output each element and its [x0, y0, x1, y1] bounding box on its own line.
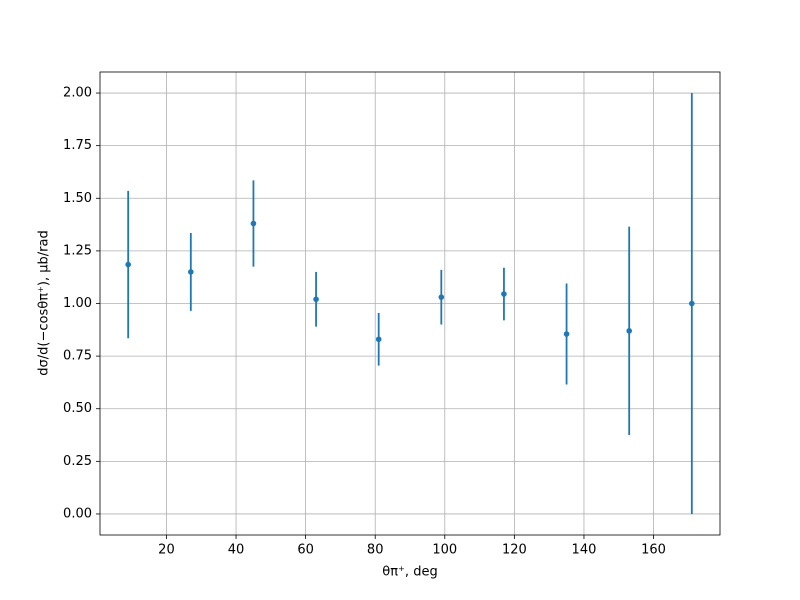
y-tick-label: 1.25: [63, 243, 92, 258]
y-tick-label: 2.00: [63, 86, 92, 101]
y-tick-label: 0.25: [63, 454, 92, 469]
x-tick-label: 160: [641, 543, 666, 558]
data-point: [438, 294, 445, 300]
data-point: [188, 269, 194, 275]
y-tick-label: 0.75: [63, 349, 92, 364]
x-tick-label: 40: [228, 543, 245, 558]
marks-layer: [125, 93, 695, 514]
y-tick-label: 1.50: [63, 191, 92, 206]
x-tick-label: 120: [502, 543, 527, 558]
x-tick-label: 100: [432, 543, 457, 558]
y-tick-label: 0.00: [63, 506, 92, 521]
data-point: [313, 296, 319, 303]
data-point: [563, 331, 570, 337]
data-point: [375, 336, 382, 343]
data-point: [689, 300, 695, 307]
x-tick-label: 140: [572, 543, 597, 558]
y-axis-label: dσ/d(−cosθπ⁺), μb/rad: [37, 230, 52, 375]
x-axis-label: θπ⁺, deg: [382, 565, 437, 580]
y-tick-label: 1.75: [63, 138, 92, 153]
data-point: [626, 328, 632, 334]
x-tick-label: 60: [297, 543, 314, 558]
data-point: [501, 291, 507, 297]
data-point: [250, 220, 257, 227]
y-tick-label: 1.00: [63, 296, 92, 311]
data-point: [125, 261, 131, 268]
grid-layer: [100, 72, 720, 535]
y-tick-label: 0.50: [63, 401, 92, 416]
x-tick-label: 20: [158, 543, 175, 558]
x-tick-label: 80: [367, 543, 384, 558]
